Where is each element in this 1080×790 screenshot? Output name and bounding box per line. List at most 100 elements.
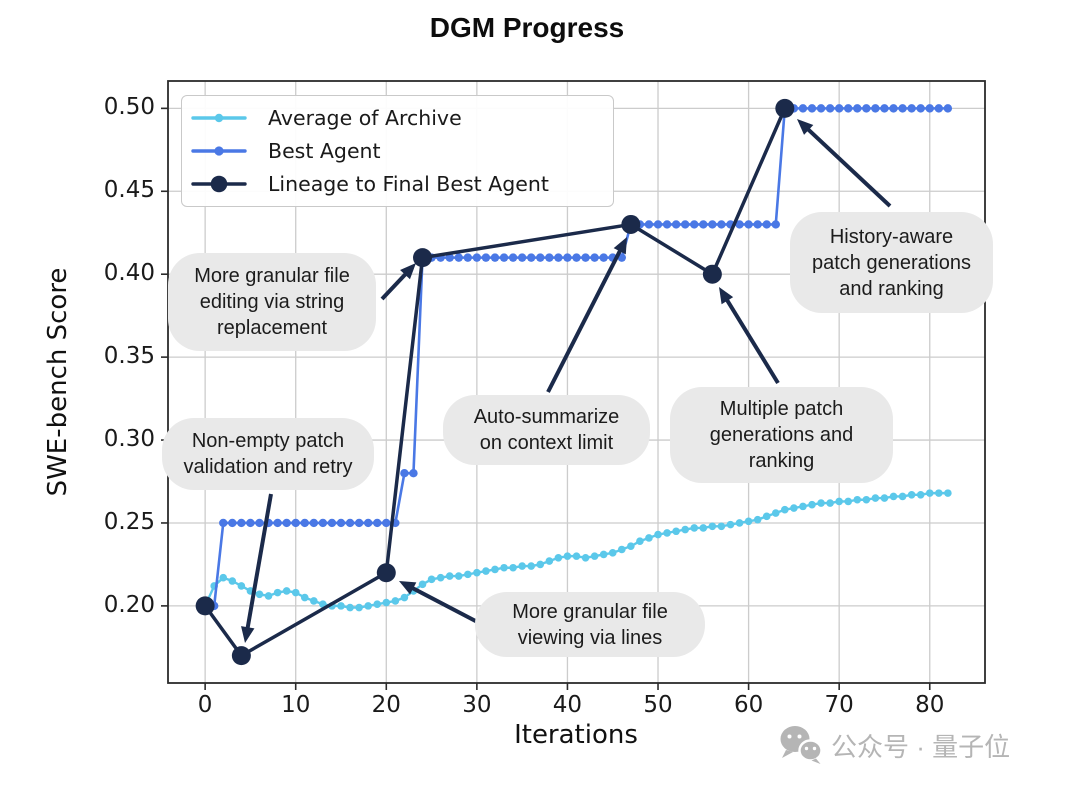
data-point-average_of_archive	[300, 593, 309, 602]
data-point-best_agent	[282, 518, 291, 528]
data-point-best_agent	[916, 104, 925, 113]
data-point-average_of_archive	[536, 560, 545, 569]
data-point-best_agent	[590, 253, 599, 262]
series-line-average_of_archive	[204, 491, 948, 609]
data-point-average_of_archive	[337, 602, 345, 610]
data-point-best_agent	[744, 220, 753, 229]
data-point-average_of_archive	[617, 545, 626, 554]
data-point-lineage	[702, 264, 722, 284]
wechat-icon	[780, 726, 823, 764]
data-point-average_of_archive	[237, 582, 246, 590]
data-point-average_of_archive	[500, 563, 508, 572]
data-point-lineage	[195, 596, 215, 616]
data-point-best_agent	[318, 518, 328, 528]
data-point-average_of_archive	[527, 562, 536, 570]
data-point-average_of_archive	[808, 500, 816, 509]
data-point-average_of_archive	[255, 590, 264, 599]
data-point-average_of_archive	[826, 499, 834, 507]
data-point-average_of_archive	[835, 497, 843, 506]
data-point-average_of_archive	[880, 494, 889, 502]
annotation-arrow-granular-editing	[380, 270, 410, 301]
data-point-best_agent	[373, 518, 382, 528]
data-point-average_of_archive	[898, 492, 907, 501]
data-point-average_of_archive	[491, 565, 499, 574]
data-point-average_of_archive	[654, 530, 662, 539]
data-point-average_of_archive	[907, 490, 916, 499]
data-point-average_of_archive	[436, 573, 445, 582]
data-point-average_of_archive	[862, 495, 871, 504]
data-point-average_of_archive	[853, 495, 862, 504]
data-point-average_of_archive	[382, 598, 391, 607]
data-point-average_of_archive	[482, 567, 490, 575]
data-point-lineage	[775, 98, 795, 118]
data-point-best_agent	[762, 220, 771, 229]
data-point-best_agent	[671, 220, 681, 229]
data-point-best_agent	[382, 518, 391, 528]
data-point-average_of_archive	[889, 492, 898, 501]
data-point-average_of_archive	[391, 597, 400, 605]
data-point-best_agent	[400, 469, 409, 478]
data-point-average_of_archive	[916, 490, 925, 499]
data-point-average_of_archive	[264, 592, 273, 600]
data-point-average_of_archive	[572, 552, 581, 560]
data-point-average_of_archive	[944, 489, 952, 497]
legend-label-average-of-archive: Average of Archive	[268, 105, 462, 130]
data-point-best_agent	[327, 518, 337, 528]
data-point-best_agent	[237, 518, 246, 528]
data-point-best_agent	[798, 104, 808, 113]
data-point-best_agent	[363, 518, 373, 528]
data-point-average_of_archive	[219, 573, 228, 582]
data-point-best_agent	[680, 220, 690, 229]
data-point-average_of_archive	[925, 489, 934, 497]
data-point-best_agent	[255, 518, 264, 528]
data-point-average_of_archive	[373, 600, 382, 609]
annotation-arrow-multiple-patch	[723, 296, 780, 385]
data-point-lineage	[621, 214, 641, 234]
data-point-best_agent	[934, 104, 944, 113]
data-point-average_of_archive	[454, 572, 463, 580]
data-point-best_agent	[816, 104, 826, 113]
data-point-best_agent	[246, 518, 255, 528]
data-point-average_of_archive	[427, 575, 436, 584]
data-point-best_agent	[490, 253, 500, 262]
data-point-average_of_archive	[771, 509, 780, 517]
data-point-average_of_archive	[364, 602, 372, 610]
data-point-average_of_archive	[717, 522, 726, 531]
data-point-average_of_archive	[310, 597, 318, 605]
data-point-best_agent	[300, 518, 309, 528]
data-point-best_agent	[536, 253, 545, 262]
data-point-best_agent	[735, 220, 744, 229]
data-point-best_agent	[889, 104, 898, 113]
data-point-average_of_archive	[509, 563, 517, 572]
data-point-average_of_archive	[518, 562, 526, 570]
data-point-average_of_archive	[799, 502, 807, 511]
data-point-best_agent	[219, 518, 228, 528]
y-axis-label: SWE-bench Score	[43, 267, 73, 497]
data-point-best_agent	[853, 104, 862, 113]
data-point-best_agent	[572, 253, 581, 262]
watermark: 公众号 · 量子位	[778, 724, 1010, 766]
legend: Average of Archive Best Agent Lineage to…	[181, 95, 614, 207]
data-point-average_of_archive	[400, 593, 409, 602]
data-point-best_agent	[508, 253, 518, 262]
data-point-best_agent	[943, 104, 953, 113]
data-point-best_agent	[228, 518, 237, 528]
data-point-best_agent	[834, 104, 844, 113]
data-point-best_agent	[481, 253, 491, 262]
legend-item-best-agent: Best Agent	[190, 134, 613, 167]
data-point-best_agent	[644, 220, 654, 229]
data-point-best_agent	[699, 220, 708, 229]
data-point-average_of_archive	[554, 553, 563, 562]
annotation-arrow-auto-summarize	[546, 246, 624, 393]
data-point-average_of_archive	[445, 572, 454, 580]
data-point-best_agent	[898, 104, 907, 113]
data-point-average_of_archive	[464, 570, 472, 579]
data-point-average_of_archive	[645, 534, 653, 542]
annotation-arrowhead-granular-editing	[400, 263, 416, 280]
data-point-average_of_archive	[708, 522, 717, 531]
data-point-best_agent	[925, 104, 934, 113]
annotation-arrowhead-multiple-patch	[719, 287, 734, 305]
annotation-arrowhead-granular-viewing	[399, 581, 417, 595]
data-point-best_agent	[345, 518, 355, 528]
